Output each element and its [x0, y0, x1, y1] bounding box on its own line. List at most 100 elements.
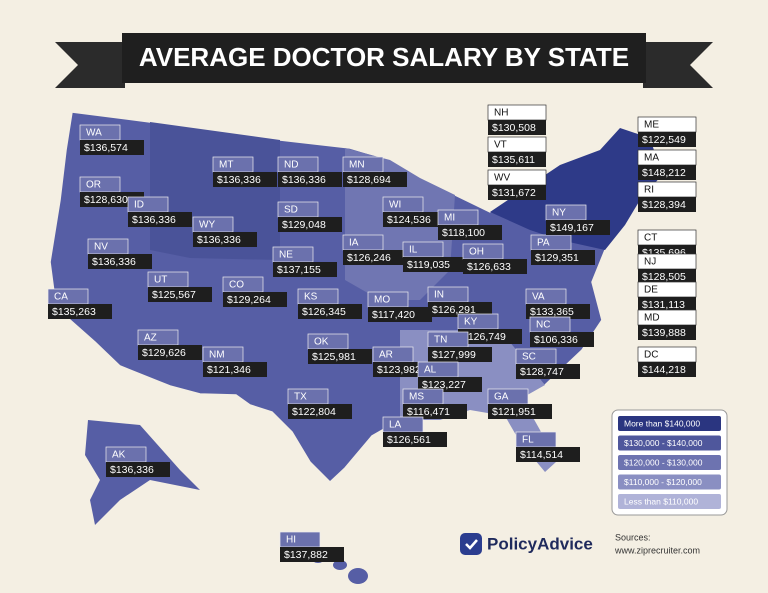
state-label: CT$135,696: [637, 229, 697, 260]
state-abbr: OK: [314, 337, 329, 348]
state-abbr: FL: [522, 435, 534, 446]
state-abbr: NY: [552, 208, 566, 219]
state-salary-box: [516, 364, 580, 379]
state-salary: $129,351: [535, 252, 579, 264]
state-salary-box: [530, 332, 594, 347]
state-salary-box: [88, 254, 152, 269]
state-label: RI $128,394: [637, 181, 697, 212]
state-abbr: CA: [54, 292, 68, 303]
state-label: SC $128,747: [515, 348, 580, 379]
state-salary: $122,804: [292, 406, 336, 418]
state-label: DE $131,113: [637, 281, 697, 312]
state-abbr: WV: [494, 173, 510, 184]
state-salary-box: [488, 120, 546, 135]
state-label: UT $125,567: [147, 271, 212, 302]
state-abbr: NJ: [644, 257, 656, 268]
state-abbr: DE: [644, 285, 658, 296]
state-salary: $128,747: [520, 366, 564, 378]
state-label: KY $126,749: [457, 313, 522, 344]
state-abbr: IN: [434, 290, 444, 301]
state-label: WA $136,574: [79, 124, 144, 155]
state-label: GA $121,951: [487, 388, 552, 419]
state-salary: $131,672: [492, 187, 536, 199]
state-salary: $119,035: [407, 259, 450, 271]
state-salary: $130,508: [492, 122, 536, 134]
state-label: NE $137,155: [272, 246, 337, 277]
state-salary: $126,291: [432, 304, 476, 316]
state-salary: $129,264: [227, 294, 271, 306]
state-salary-box: [531, 250, 595, 265]
state-abbr: RI: [644, 185, 654, 196]
state-abbr: NV: [94, 242, 108, 253]
state-salary: $126,246: [347, 252, 391, 264]
region-northeast: [490, 128, 662, 250]
state-salary-box: [298, 304, 362, 319]
logo-icon: [460, 533, 482, 555]
state-label: NC $106,336: [529, 316, 594, 347]
state-salary-box: [148, 287, 212, 302]
state-salary: $127,999: [432, 349, 476, 361]
state-salary-box: [458, 329, 522, 344]
state-label: NV $136,336: [87, 238, 152, 269]
state-salary: $135,611: [492, 154, 535, 166]
state-salary-box: [288, 404, 352, 419]
state-salary: $122,549: [642, 134, 686, 146]
state-salary: $129,626: [142, 347, 186, 359]
state-label: LA $126,561: [382, 416, 447, 447]
state-salary: $136,336: [110, 464, 154, 476]
state-label: TN $127,999: [427, 331, 492, 362]
state-salary-box: [106, 462, 170, 477]
state-label: FL $114,514: [515, 431, 580, 462]
state-abbr: OR: [86, 180, 101, 191]
state-abbr: WA: [86, 128, 102, 139]
logo-check: [465, 539, 478, 550]
state-abbr: AR: [379, 350, 393, 361]
state-salary: $133,365: [530, 306, 574, 318]
legend-label: $110,000 - $120,000: [624, 477, 702, 487]
state-label: WI $124,536: [382, 196, 447, 227]
state-salary-box: [488, 152, 546, 167]
state-label: VA $133,365: [525, 288, 590, 319]
legend-swatch: [618, 494, 721, 509]
state-salary-box: [638, 165, 696, 180]
state-abbr: ND: [284, 160, 298, 171]
brand: PolicyAdvice: [487, 534, 593, 553]
state-salary-box: [418, 377, 482, 392]
state-salary-box: [80, 140, 144, 155]
state-label: KS $126,345: [297, 288, 362, 319]
state-salary: $128,694: [347, 174, 391, 186]
state-salary: $124,536: [387, 214, 431, 226]
state-abbr: SC: [522, 352, 536, 363]
state-salary: $114,514: [520, 449, 563, 461]
state-salary-box: [488, 185, 546, 200]
state-salary: $121,346: [207, 364, 251, 376]
state-label: NY $149,167: [545, 204, 610, 235]
state-salary-box: [138, 345, 202, 360]
state-salary-box: [526, 304, 590, 319]
state-abbr: NC: [536, 320, 550, 331]
state-abbr: IL: [409, 245, 418, 256]
state-salary: $126,749: [462, 331, 506, 343]
state-salary: $149,167: [550, 222, 594, 234]
state-salary: $136,336: [217, 174, 261, 186]
state-abbr: AK: [112, 450, 126, 461]
state-label: TX $122,804: [287, 388, 352, 419]
state-salary-box: [488, 404, 552, 419]
state-salary-box: [223, 292, 287, 307]
state-salary: $126,561: [387, 434, 431, 446]
state-salary: $129,048: [282, 219, 326, 231]
state-label: AK $136,336: [105, 446, 170, 477]
state-salary-box: [638, 325, 696, 340]
state-abbr: MO: [374, 295, 390, 306]
state-abbr: KY: [464, 317, 478, 328]
state-abbr: CT: [644, 233, 657, 244]
state-salary-box: [278, 217, 342, 232]
state-label: NM $121,346: [202, 346, 267, 377]
state-label: PA $129,351: [530, 234, 595, 265]
state-label: CA $135,263: [47, 288, 112, 319]
state-salary-box: [280, 547, 344, 562]
state-abbr: PA: [537, 238, 550, 249]
state-abbr: TX: [294, 392, 307, 403]
legend-swatch: [618, 474, 721, 490]
